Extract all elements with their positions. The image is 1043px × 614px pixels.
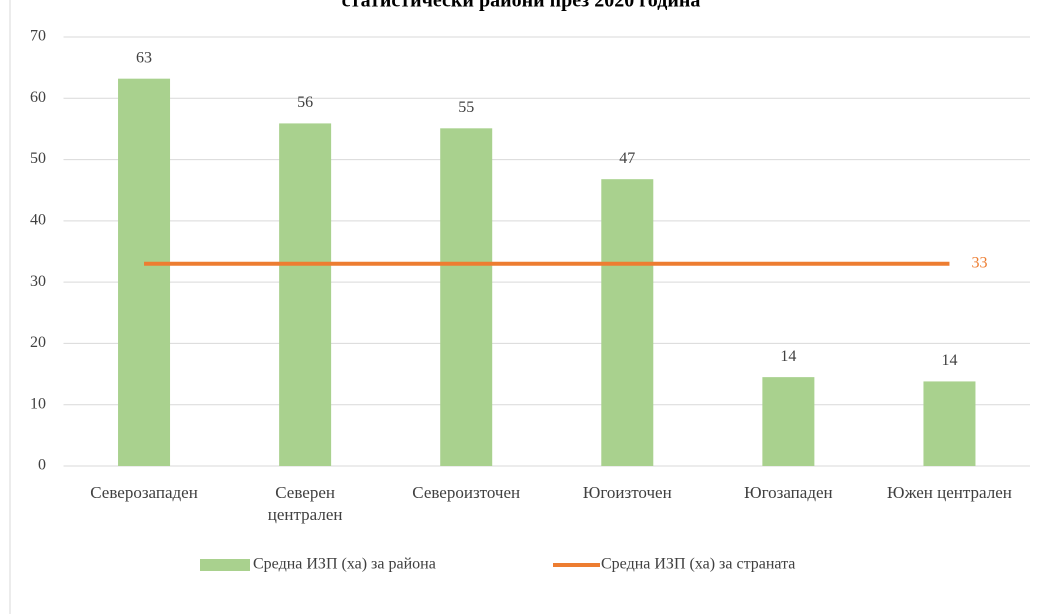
y-tick-label: 10 xyxy=(30,395,46,412)
y-tick-label: 50 xyxy=(30,150,46,167)
data-label: 56 xyxy=(297,94,313,111)
y-tick-label: 30 xyxy=(30,273,46,290)
bar xyxy=(440,128,493,466)
bar xyxy=(762,377,815,466)
bar xyxy=(601,179,654,466)
legend-label: Средна ИЗП (ха) за страната xyxy=(601,556,795,573)
x-tick-label: Североизточен xyxy=(412,483,521,502)
bar xyxy=(923,381,976,466)
x-tick-label: Северозападен xyxy=(90,483,198,502)
bar xyxy=(118,78,171,466)
legend-label: Средна ИЗП (ха) за района xyxy=(253,556,436,573)
data-label: 63 xyxy=(136,49,152,66)
data-label: 33 xyxy=(971,254,987,271)
data-label: 55 xyxy=(458,99,474,116)
bar xyxy=(279,123,332,467)
y-tick-label: 70 xyxy=(30,28,46,45)
y-tick-label: 60 xyxy=(30,89,46,106)
y-tick-label: 40 xyxy=(30,212,46,229)
x-tick-label: Северен централен xyxy=(267,483,343,524)
data-label: 14 xyxy=(941,352,957,369)
x-tick-label: Южен централен xyxy=(887,483,1012,502)
data-label: 47 xyxy=(619,150,635,167)
legend-swatch xyxy=(200,559,250,571)
y-tick-label: 0 xyxy=(38,457,46,474)
chart-frame xyxy=(9,0,11,614)
y-tick-label: 20 xyxy=(30,334,46,351)
data-label: 14 xyxy=(780,348,796,365)
x-tick-label: Югоизточен xyxy=(582,483,672,502)
chart-title: статистически райони през 2020 година xyxy=(342,0,701,12)
x-tick-label: Югозападен xyxy=(744,483,833,502)
